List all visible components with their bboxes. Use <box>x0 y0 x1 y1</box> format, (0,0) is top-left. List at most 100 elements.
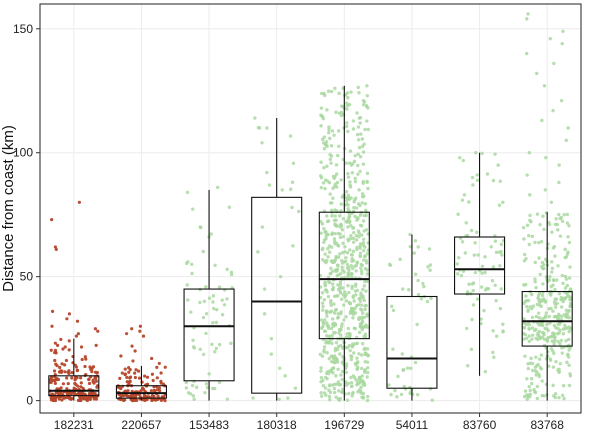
data-point-196729-499 <box>324 309 329 313</box>
data-point-196729-640 <box>364 323 368 327</box>
data-point-196729-82 <box>362 298 366 303</box>
data-point-220657-134 <box>132 398 137 403</box>
data-point-83760-46 <box>500 253 504 257</box>
data-point-83768-129 <box>557 212 561 217</box>
data-point-153483-45 <box>184 261 189 266</box>
data-point-83768-26 <box>554 360 558 364</box>
data-point-196729-344 <box>325 376 329 381</box>
data-point-196729-307 <box>336 129 341 133</box>
data-point-83768-278 <box>533 280 537 284</box>
data-point-196729-587 <box>325 321 329 325</box>
data-point-196729-703 <box>359 262 364 267</box>
data-point-196729-212 <box>328 192 332 196</box>
box-54011 <box>386 234 438 401</box>
data-point-83768-157 <box>561 281 565 286</box>
data-point-196729-708 <box>323 259 327 264</box>
data-point-196729-702 <box>347 268 351 273</box>
data-point-153483-17 <box>214 320 219 325</box>
data-point-83768-214 <box>539 299 543 304</box>
data-point-83760-24 <box>461 269 466 273</box>
data-point-83768-264 <box>528 388 532 393</box>
data-point-182231-168 <box>48 378 53 382</box>
data-point-196729-303 <box>352 159 357 163</box>
data-point-196729-145 <box>331 196 335 200</box>
data-point-196729-448 <box>319 391 323 395</box>
data-point-196729-395 <box>346 175 351 179</box>
data-point-83768-187 <box>527 395 532 399</box>
data-point-54011-13 <box>395 395 399 399</box>
data-point-83760-22 <box>476 253 480 257</box>
data-point-196729-497 <box>355 111 359 115</box>
data-point-196729-627 <box>331 186 335 191</box>
data-point-196729-634 <box>353 311 358 315</box>
data-point-83760-27 <box>455 262 459 266</box>
data-point-196729-331 <box>339 297 344 301</box>
data-point-83760-71 <box>465 233 470 238</box>
data-point-83768-63 <box>563 286 568 290</box>
x-tick-label-182231: 182231 <box>54 418 94 430</box>
data-point-182231-87 <box>53 358 57 363</box>
data-point-220657-98 <box>123 372 127 376</box>
data-point-83768-301 <box>522 317 526 321</box>
data-point-196729-408 <box>353 153 357 158</box>
data-point-54011-33 <box>408 244 412 249</box>
data-point-83760-13 <box>460 198 465 202</box>
data-point-182231-89 <box>61 347 65 351</box>
data-point-196729-254 <box>350 345 355 349</box>
data-point-196729-492 <box>327 371 331 376</box>
data-point-83768-217 <box>534 355 538 359</box>
data-point-196729-477 <box>361 311 365 315</box>
data-point-153483-20 <box>189 310 193 314</box>
box-iqr-83768 <box>521 290 573 347</box>
data-point-196729-635 <box>351 342 355 346</box>
data-point-196729-194 <box>338 382 343 387</box>
data-point-196729-71 <box>360 271 364 276</box>
data-point-196729-632 <box>324 143 328 147</box>
data-point-83768-228 <box>562 396 566 401</box>
data-point-83768-171 <box>526 298 531 303</box>
data-point-196729-677 <box>358 116 363 120</box>
data-point-196729-655 <box>338 282 342 287</box>
data-point-83768-319 <box>551 278 556 282</box>
data-point-180318-21 <box>278 274 283 279</box>
data-point-180318-6 <box>290 205 294 210</box>
data-point-83760-30 <box>473 270 478 275</box>
data-point-83768-118 <box>530 381 534 386</box>
data-point-83768-25 <box>527 384 531 389</box>
data-point-54011-16 <box>407 288 411 292</box>
data-point-83768-115 <box>526 309 530 313</box>
data-point-196729-578 <box>339 271 343 276</box>
data-point-180318-5 <box>277 397 281 401</box>
data-point-220657-147 <box>119 354 123 358</box>
data-point-182231-232 <box>74 334 78 338</box>
data-point-182231-194 <box>58 365 62 370</box>
data-point-182231-174 <box>69 397 73 401</box>
data-point-83768-100 <box>525 223 530 228</box>
data-point-83760-78 <box>486 287 491 291</box>
data-point-196729-673 <box>359 385 363 390</box>
data-point-196729-556 <box>327 131 331 135</box>
data-point-83768-7 <box>535 396 540 401</box>
data-point-153483-1 <box>205 385 210 390</box>
data-point-196729-306 <box>350 275 354 279</box>
data-point-196729-453 <box>351 294 355 298</box>
data-point-83768-68 <box>522 321 527 325</box>
data-point-83768-84 <box>546 364 551 368</box>
data-point-220657-123 <box>153 389 157 393</box>
data-point-196729-588 <box>349 381 354 385</box>
data-point-180318-7 <box>278 366 282 370</box>
data-point-196729-657 <box>345 121 349 125</box>
data-point-83768-192 <box>550 339 554 343</box>
data-point-196729-330 <box>337 144 341 148</box>
data-point-83760-62 <box>470 317 474 322</box>
data-point-83768-366 <box>552 61 556 66</box>
data-point-83768-377 <box>525 173 529 177</box>
data-point-196729-249 <box>321 181 326 185</box>
data-point-83768-27 <box>534 373 538 377</box>
data-point-83768-381 <box>549 200 554 204</box>
data-point-196729-405 <box>333 214 337 218</box>
data-point-83768-199 <box>532 389 537 394</box>
data-point-196729-515 <box>355 341 360 346</box>
x-axis: 182231 220657 153483 180318 196729 54011 83760… <box>54 413 564 430</box>
data-point-196729-473 <box>327 280 332 285</box>
